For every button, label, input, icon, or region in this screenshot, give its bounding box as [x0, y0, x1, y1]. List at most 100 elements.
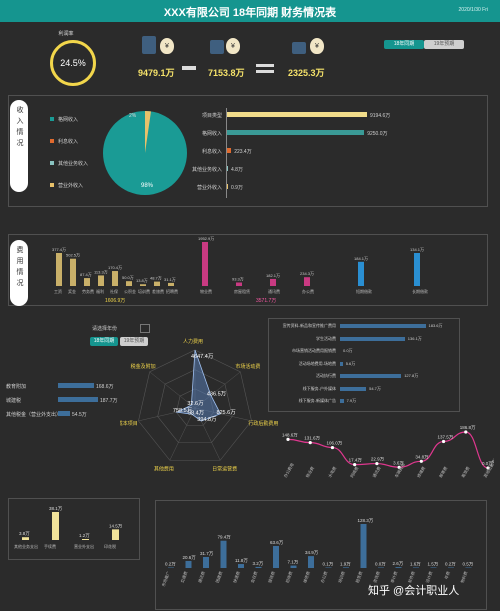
admin-point — [286, 437, 290, 441]
cost-bar-label: 奖金 — [68, 288, 76, 294]
income-bar-row: 营业外收入 0.9万 — [170, 182, 480, 200]
legend-item: 营业外收入 — [50, 174, 88, 196]
tax-bar-chart: 教育附加 168.6万 城建税 187.7万 其他税金（营业外支出） 54.5万 — [6, 382, 118, 424]
cost-bar-label: 福利 — [96, 288, 104, 294]
radar-value: 394.8万 — [197, 416, 217, 423]
ops-bar — [430, 567, 437, 568]
ops-bar — [465, 567, 472, 568]
other-panel — [8, 498, 140, 560]
ops-bar — [360, 524, 367, 568]
cost-bar — [140, 284, 146, 286]
period-toggle-other[interactable]: 19年预期 — [424, 40, 464, 49]
ops-bar-value: 63.6万 — [270, 540, 284, 546]
income-bar — [227, 130, 365, 135]
watermark: 知乎 @会计职业人 — [368, 585, 460, 597]
tax-bar-row: 城建税 187.7万 — [6, 396, 118, 410]
cost-bar-label: 短期借款 — [356, 288, 372, 294]
income-bar-chart: 项目类型 9194.6万 格网收入 9250.0万 利息收入 223.4万 其他业务收入 4.… — [170, 110, 480, 200]
cost-bar-label: 长期借款 — [412, 288, 428, 294]
profit-rate-gauge: 24.5% — [50, 40, 96, 86]
market-bar-row: 活动执行费 127.8万 — [272, 372, 456, 385]
market-bar — [340, 399, 344, 403]
ops-bar-value: 0.1万 — [323, 562, 334, 568]
ops-bar-label: 年费 — [443, 570, 451, 580]
ops-bar-label: 培训费 — [336, 570, 346, 583]
radar-axis-label: 日常运营费 — [212, 465, 237, 472]
period-toggle-selected[interactable]: 18年同期 — [384, 40, 424, 49]
cost-bar-value: 234.3万 — [300, 271, 314, 276]
admin-point — [419, 459, 423, 463]
profit-rate-label: 利润率 — [58, 31, 74, 37]
cost-group-total: 3571.7万 — [256, 298, 276, 304]
income-bar-axis — [226, 108, 227, 198]
income-bar-row: 其他业务收入 4.8万 — [170, 164, 480, 182]
other-bar-label: 印花税 — [104, 543, 116, 549]
ops-bar — [185, 560, 192, 568]
market-bar-row: 学生活动费 136.1万 — [272, 335, 456, 348]
income-bar-value: 0.9万 — [231, 185, 243, 191]
other-bar — [52, 512, 59, 540]
market-bar — [340, 386, 367, 391]
ops-bar-label: 市场推广 — [160, 570, 171, 587]
ops-bar — [273, 546, 279, 568]
radar-grid — [157, 369, 233, 443]
legend-item: 利息收入 — [50, 130, 88, 152]
cost-bar-label: 培训费 — [138, 288, 150, 294]
cost-bar-value: 31.1万 — [164, 277, 176, 282]
cost-group-total: 1606.9万 — [105, 298, 125, 304]
market-bar-row: 活动场地费用-场地费 5.6万 — [272, 360, 456, 373]
market-bar — [340, 324, 426, 328]
market-bar-row: 线下服务-户外媒体 54.7万 — [272, 385, 456, 398]
cost-bar-label: 办公费 — [302, 288, 314, 294]
cost-arrow-icon — [210, 40, 224, 54]
cost-bar — [98, 275, 104, 286]
other-bar — [82, 539, 89, 540]
radar-toggle-other[interactable]: 19年预期 — [120, 337, 148, 346]
other-bar-value: 38.1万 — [49, 506, 63, 512]
ops-bar — [308, 556, 314, 568]
ops-bar-label: 快递费 — [231, 570, 241, 583]
cost-bar-value: 13.8万 — [136, 278, 148, 283]
coin-icon: ¥ — [160, 38, 174, 54]
admin-value: 3.6万 — [393, 460, 404, 466]
admin-point — [464, 430, 468, 434]
admin-label: 通讯费 — [371, 465, 382, 478]
ops-bar-value: 31.7万 — [200, 551, 214, 557]
admin-value: 34.8万 — [415, 454, 429, 460]
income-bar — [227, 166, 228, 171]
header-date: 2020/1/30 Fri — [458, 7, 488, 13]
radar-toggle-selected[interactable]: 18年同期 — [90, 337, 118, 346]
ops-bar-label: 维修费 — [301, 570, 311, 583]
cost-bar — [168, 282, 174, 286]
market-bar — [340, 374, 402, 378]
pie-label-top: 2% — [129, 113, 137, 119]
ops-bar-value: 1.6万 — [410, 561, 421, 567]
filter-icon[interactable] — [140, 324, 150, 333]
cost-bar — [70, 258, 76, 286]
income-bar-label: 利息收入 — [201, 149, 222, 155]
radar-value: 436.5万 — [207, 390, 227, 397]
ops-bar-value: 1.9万 — [340, 561, 351, 567]
income-bar-value: 9250.0万 — [367, 131, 388, 137]
radar-value: 32.6万 — [187, 400, 204, 407]
admin-point — [330, 445, 335, 450]
radar-axis-label: 市场活动费 — [235, 363, 260, 370]
equals-icon — [256, 70, 274, 73]
radar-axis-label: 其他费用 — [154, 465, 174, 472]
income-bar — [227, 148, 232, 153]
ops-bar-label: 招待费 — [284, 570, 294, 583]
ops-bar-label: 会议费 — [249, 570, 259, 583]
market-bar-label: 线下服务-户外媒体 — [302, 385, 336, 391]
radar-axis — [169, 407, 196, 461]
ops-bar-value: 0.2万 — [445, 562, 456, 568]
other-bar — [22, 537, 29, 540]
profit-total: 2325.3万 — [288, 68, 325, 78]
market-bar-row: 宣传资料-新品和宣传推广费用 183.6万 — [272, 322, 456, 335]
tax-bar-value: 54.5万 — [72, 412, 87, 418]
radar-value: 825.6万 — [216, 409, 236, 416]
cost-bar — [236, 282, 242, 286]
admin-point — [375, 461, 379, 466]
